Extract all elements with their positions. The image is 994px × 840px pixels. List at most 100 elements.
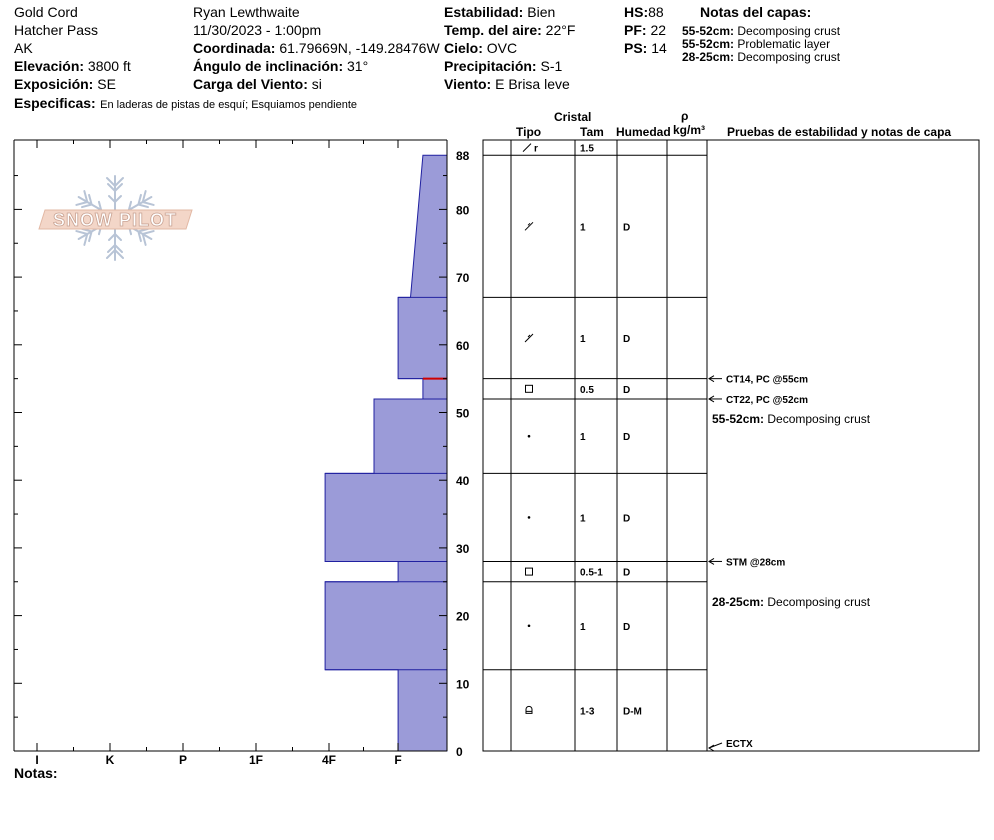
grain-suffix: r xyxy=(534,144,538,155)
test-note-range: 28-25cm: xyxy=(712,595,764,609)
melt-freeze-outline xyxy=(525,705,533,714)
arrowhead-icon xyxy=(708,558,715,565)
wind-value: E Brisa leve xyxy=(495,76,570,92)
depth-tick-label: 80 xyxy=(456,203,470,217)
grain-size: 0.5-1 xyxy=(580,568,603,579)
test-note-text: Decomposing crust xyxy=(764,595,871,609)
hardness-tick-label: I xyxy=(35,753,38,767)
depth-tick-label: 50 xyxy=(456,407,470,421)
slope-label: Ángulo de inclinación: xyxy=(193,58,344,74)
depth-tick-label: 60 xyxy=(456,339,470,353)
coordinate-label: Coordinada: xyxy=(193,40,276,56)
grain-size: 1 xyxy=(580,513,586,524)
specifics-value: En laderas de pistas de esquí; Esquiamos… xyxy=(100,99,358,111)
rounded-grain-icon xyxy=(527,516,531,519)
decomposing-branch xyxy=(527,334,531,338)
moisture-value: D xyxy=(623,622,630,633)
hardness-tick-label: 1F xyxy=(249,753,263,767)
aspect-label: Exposición: xyxy=(14,76,94,92)
hardness-tick-label: P xyxy=(179,753,187,767)
hs-value: 88 xyxy=(648,4,664,20)
depth-tick-label: 10 xyxy=(456,677,470,691)
depth-tick-label: 20 xyxy=(456,610,470,624)
decomposing-stroke xyxy=(522,143,532,152)
wind-label: Viento: xyxy=(444,76,492,92)
precip-value: S-1 xyxy=(540,58,563,74)
grain-size: 1.5 xyxy=(580,144,594,155)
tests-header: Pruebas de estabilidad y notas de capa xyxy=(727,125,952,139)
decomposing-grain-icon xyxy=(524,333,534,343)
stability-test: CT22, PC @52cm xyxy=(708,395,808,406)
test-label: CT22, PC @52cm xyxy=(726,395,808,406)
coordinate-value: 61.79669N, -149.28476W xyxy=(279,40,440,56)
layer-note: 55-52cm: Problematic layer xyxy=(682,37,831,51)
rounding-faceted-grain-icon: r xyxy=(522,143,538,155)
density-unit-header: kg/m³ xyxy=(673,123,706,137)
decomposing-grain-icon xyxy=(524,221,534,231)
moisture-value: D xyxy=(623,513,630,524)
pf-label: PF: xyxy=(624,22,647,38)
arrowhead-icon xyxy=(708,375,715,383)
faceted-grain-icon xyxy=(525,384,533,393)
layer-notes-title: Notas del capas: xyxy=(700,4,812,20)
type-header: Tipo xyxy=(516,125,542,139)
arrowhead-icon xyxy=(708,744,715,752)
test-label: CT14, PC @55cm xyxy=(726,375,808,386)
site-state: AK xyxy=(14,40,33,56)
hardness-tick-label: 4F xyxy=(322,753,336,767)
depth-tick-label: 30 xyxy=(456,542,470,556)
elevation-value: 3800 ft xyxy=(87,58,131,74)
hardness-profile xyxy=(324,154,448,752)
crystal-header: Cristal xyxy=(554,110,592,124)
wind-load-value: si xyxy=(311,76,322,92)
stability-value: Bien xyxy=(527,4,556,20)
hardness-tick-label: F xyxy=(394,753,401,767)
aspect-value: SE xyxy=(97,76,116,92)
stability-test: STM @28cm xyxy=(708,557,785,568)
moisture-value: D xyxy=(623,334,630,345)
decomposing-stroke xyxy=(524,333,534,343)
moisture-value: D xyxy=(623,222,630,233)
arrowhead-icon xyxy=(708,395,715,403)
rounded-grain-icon xyxy=(527,434,531,438)
grain-size: 1 xyxy=(580,432,586,443)
layer-table xyxy=(482,139,980,752)
grain-size: 1 xyxy=(580,334,586,345)
moisture-value: D xyxy=(623,432,630,443)
datetime: 11/30/2023 - 1:00pm xyxy=(193,22,322,38)
depth-tick-label: 40 xyxy=(456,474,470,488)
depth-tick-label: 70 xyxy=(456,271,470,285)
slope-value: 31° xyxy=(347,58,369,74)
size-header: Tam xyxy=(580,125,604,139)
grain-size: 1 xyxy=(580,222,586,233)
stability-label: Estabilidad: xyxy=(444,4,524,20)
grain-size: 1-3 xyxy=(580,706,595,717)
decomposing-branch xyxy=(527,222,531,226)
ps-label: PS: xyxy=(624,40,648,56)
hs-label: HS: xyxy=(624,4,649,20)
melt-freeze-grain-icon xyxy=(525,705,533,714)
air-temp-label: Temp. del aire: xyxy=(444,22,542,38)
test-note: 28-25cm: Decomposing crust xyxy=(712,595,871,609)
observer: Ryan Lewthwaite xyxy=(193,4,300,20)
ps-value: 14 xyxy=(651,40,667,56)
test-note-range: 55-52cm: xyxy=(712,412,764,426)
grain-size: 1 xyxy=(580,622,586,633)
site-area: Hatcher Pass xyxy=(14,22,99,38)
rounded-grain-icon xyxy=(527,624,531,628)
decomposing-stroke xyxy=(524,221,534,231)
notes-label: Notas: xyxy=(14,765,58,781)
elevation-label: Elevación: xyxy=(14,58,85,74)
moisture-value: D xyxy=(623,568,630,579)
test-label: ECTX xyxy=(726,739,753,750)
sky-label: Cielo: xyxy=(444,40,483,56)
air-temp-value: 22°F xyxy=(545,22,576,38)
faceted-grain-icon xyxy=(525,567,533,576)
test-note: 55-52cm: Decomposing crust xyxy=(712,412,871,426)
moisture-header: Humedad xyxy=(616,125,671,139)
grain-size: 0.5 xyxy=(580,385,594,396)
rho-header: ρ xyxy=(681,109,689,123)
test-note-text: Decomposing crust xyxy=(764,412,871,426)
precip-label: Precipitación: xyxy=(444,58,537,74)
